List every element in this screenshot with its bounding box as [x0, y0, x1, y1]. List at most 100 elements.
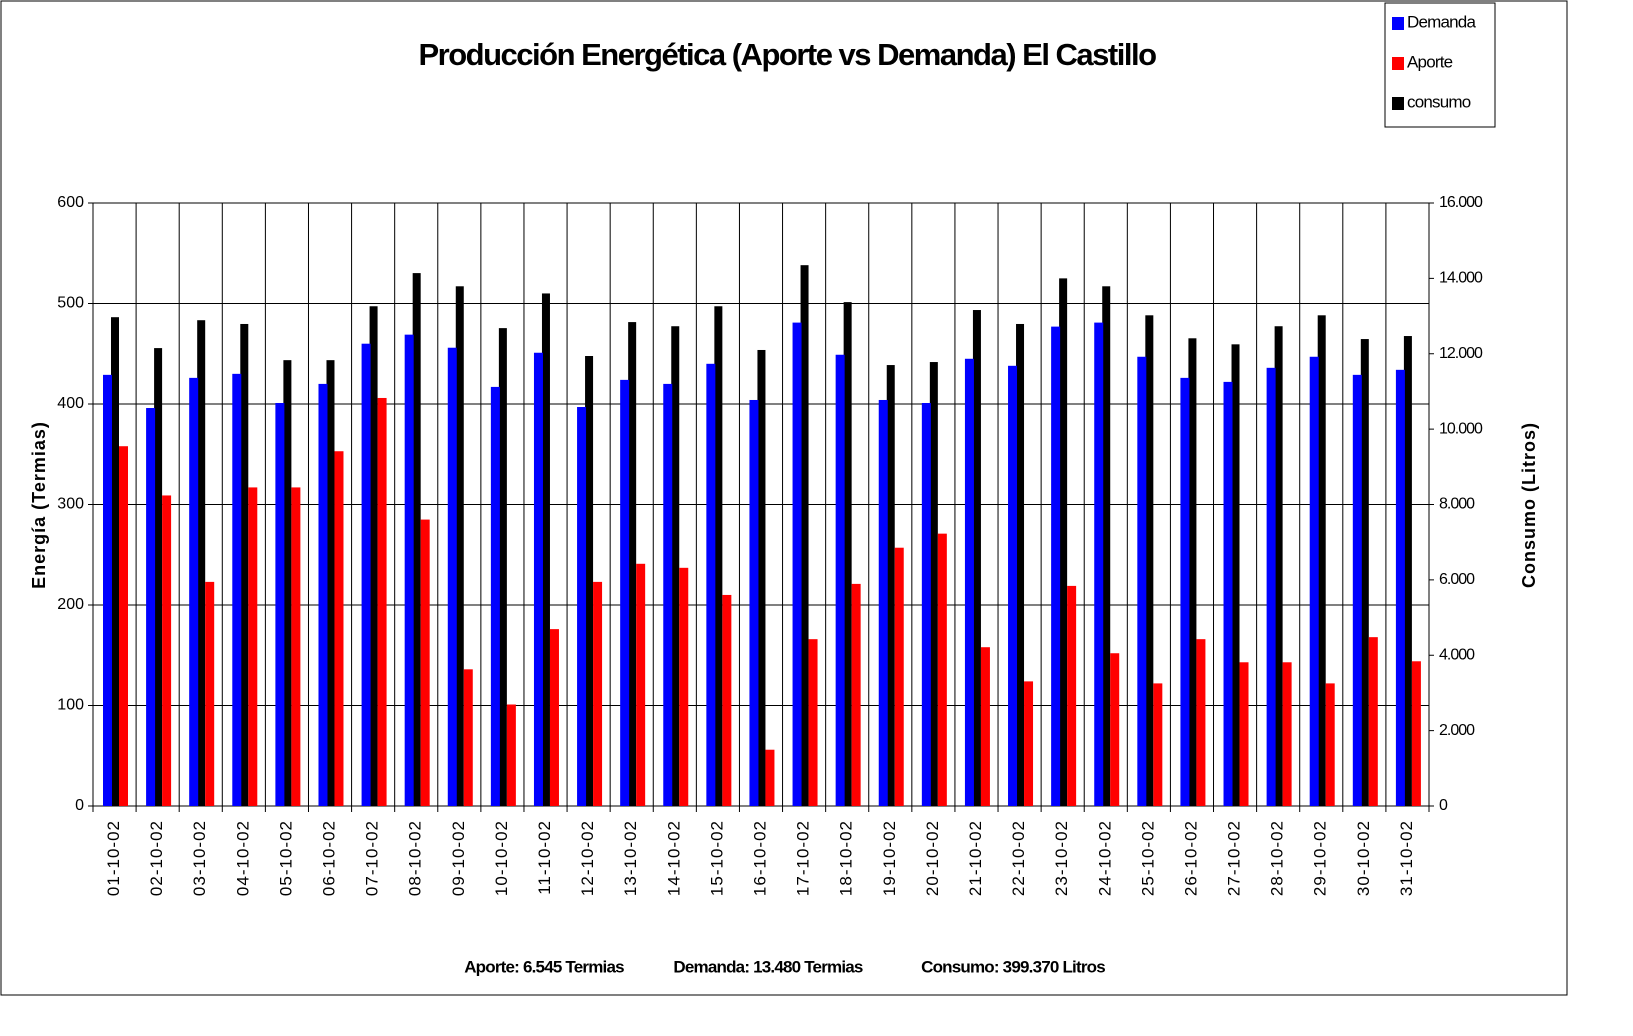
bar — [1137, 356, 1147, 806]
x-tick-label: 05-10-02 — [276, 820, 295, 896]
bar — [1411, 661, 1421, 806]
bar — [929, 362, 938, 806]
bar — [248, 487, 258, 806]
legend-swatch — [1392, 17, 1404, 30]
x-tick-label: 29-10-02 — [1311, 820, 1330, 896]
bar — [1102, 286, 1111, 806]
y2-tick-label: 0 — [1439, 797, 1448, 814]
bar — [1153, 683, 1163, 806]
bar — [369, 306, 378, 806]
x-tick-label: 15-10-02 — [707, 820, 726, 896]
bar — [1274, 326, 1283, 806]
bar — [232, 373, 242, 806]
bar — [1352, 374, 1362, 806]
y-tick-label: 300 — [57, 496, 84, 513]
bar — [541, 293, 550, 806]
legend-swatch — [1392, 57, 1404, 70]
bar — [1016, 323, 1025, 806]
x-tick-label: 03-10-02 — [190, 820, 209, 896]
x-tick-label: 26-10-02 — [1181, 820, 1200, 896]
x-tick-label: 19-10-02 — [880, 820, 899, 896]
bar — [490, 386, 500, 806]
annotation: Consumo: 399.370 Litros — [921, 957, 1105, 976]
y2-tick-label: 14.000 — [1439, 270, 1483, 287]
bar — [894, 547, 904, 806]
bar — [1325, 683, 1335, 806]
x-tick-label: 13-10-02 — [621, 820, 640, 896]
bar — [154, 348, 163, 806]
bar — [447, 347, 457, 806]
bar — [506, 704, 516, 806]
bar — [757, 349, 766, 806]
bar — [1110, 653, 1120, 806]
bar — [361, 343, 371, 806]
x-tick-label: 21-10-02 — [966, 820, 985, 896]
bar — [921, 402, 931, 806]
bar — [1051, 326, 1061, 806]
x-tick-label: 31-10-02 — [1397, 820, 1416, 896]
x-tick-label: 30-10-02 — [1354, 820, 1373, 896]
bar — [205, 581, 215, 806]
bar — [1180, 377, 1190, 806]
bar — [749, 399, 759, 806]
y-axis-title: Energía (Termias) — [29, 421, 49, 589]
y2-tick-label: 6.000 — [1439, 571, 1475, 588]
bar — [1282, 662, 1292, 806]
bar — [455, 286, 464, 806]
x-tick-label: 01-10-02 — [104, 820, 123, 896]
bar — [1223, 381, 1233, 806]
bar — [878, 399, 888, 806]
bar — [283, 360, 292, 806]
bar — [326, 360, 335, 806]
x-tick-label: 07-10-02 — [363, 820, 382, 896]
bar — [119, 446, 128, 806]
bar — [1231, 344, 1240, 806]
x-tick-label: 06-10-02 — [320, 820, 339, 896]
bar — [577, 407, 587, 806]
bar — [628, 322, 637, 806]
bar — [146, 408, 156, 806]
bar — [377, 397, 387, 806]
bar — [671, 326, 680, 806]
bar — [663, 383, 673, 806]
bar — [189, 377, 199, 806]
bar — [275, 402, 285, 806]
bar — [1309, 356, 1319, 806]
bar — [1317, 315, 1326, 806]
x-tick-label: 12-10-02 — [578, 820, 597, 896]
bar — [291, 487, 301, 806]
x-tick-label: 14-10-02 — [664, 820, 683, 896]
bar — [1059, 278, 1068, 806]
y2-tick-label: 10.000 — [1439, 420, 1483, 437]
bar — [1188, 338, 1197, 806]
x-tick-label: 18-10-02 — [837, 820, 856, 896]
x-tick-label: 09-10-02 — [449, 820, 468, 896]
bar — [835, 354, 845, 806]
bar — [420, 519, 430, 806]
bar — [1024, 681, 1034, 806]
bar — [404, 334, 414, 806]
x-tick-label: 23-10-02 — [1052, 820, 1071, 896]
bar — [162, 495, 172, 806]
x-tick-label: 20-10-02 — [923, 820, 942, 896]
bar — [964, 358, 974, 806]
y2-axis-title: Consumo (Litros) — [1519, 422, 1539, 588]
bar — [980, 647, 990, 806]
bar — [334, 451, 344, 806]
bar — [1196, 639, 1206, 806]
bar — [1067, 585, 1077, 806]
y-tick-label: 100 — [57, 697, 84, 714]
bar — [620, 379, 630, 806]
x-tick-label: 08-10-02 — [406, 820, 425, 896]
x-tick-label: 27-10-02 — [1225, 820, 1244, 896]
y-tick-label: 600 — [57, 194, 84, 211]
bar — [1360, 339, 1369, 806]
bar — [851, 583, 861, 806]
bar — [1403, 336, 1412, 806]
bar — [937, 533, 947, 806]
bar — [714, 306, 723, 806]
x-tick-label: 25-10-02 — [1138, 820, 1157, 896]
y-tick-label: 200 — [57, 596, 84, 613]
bar — [886, 365, 895, 806]
